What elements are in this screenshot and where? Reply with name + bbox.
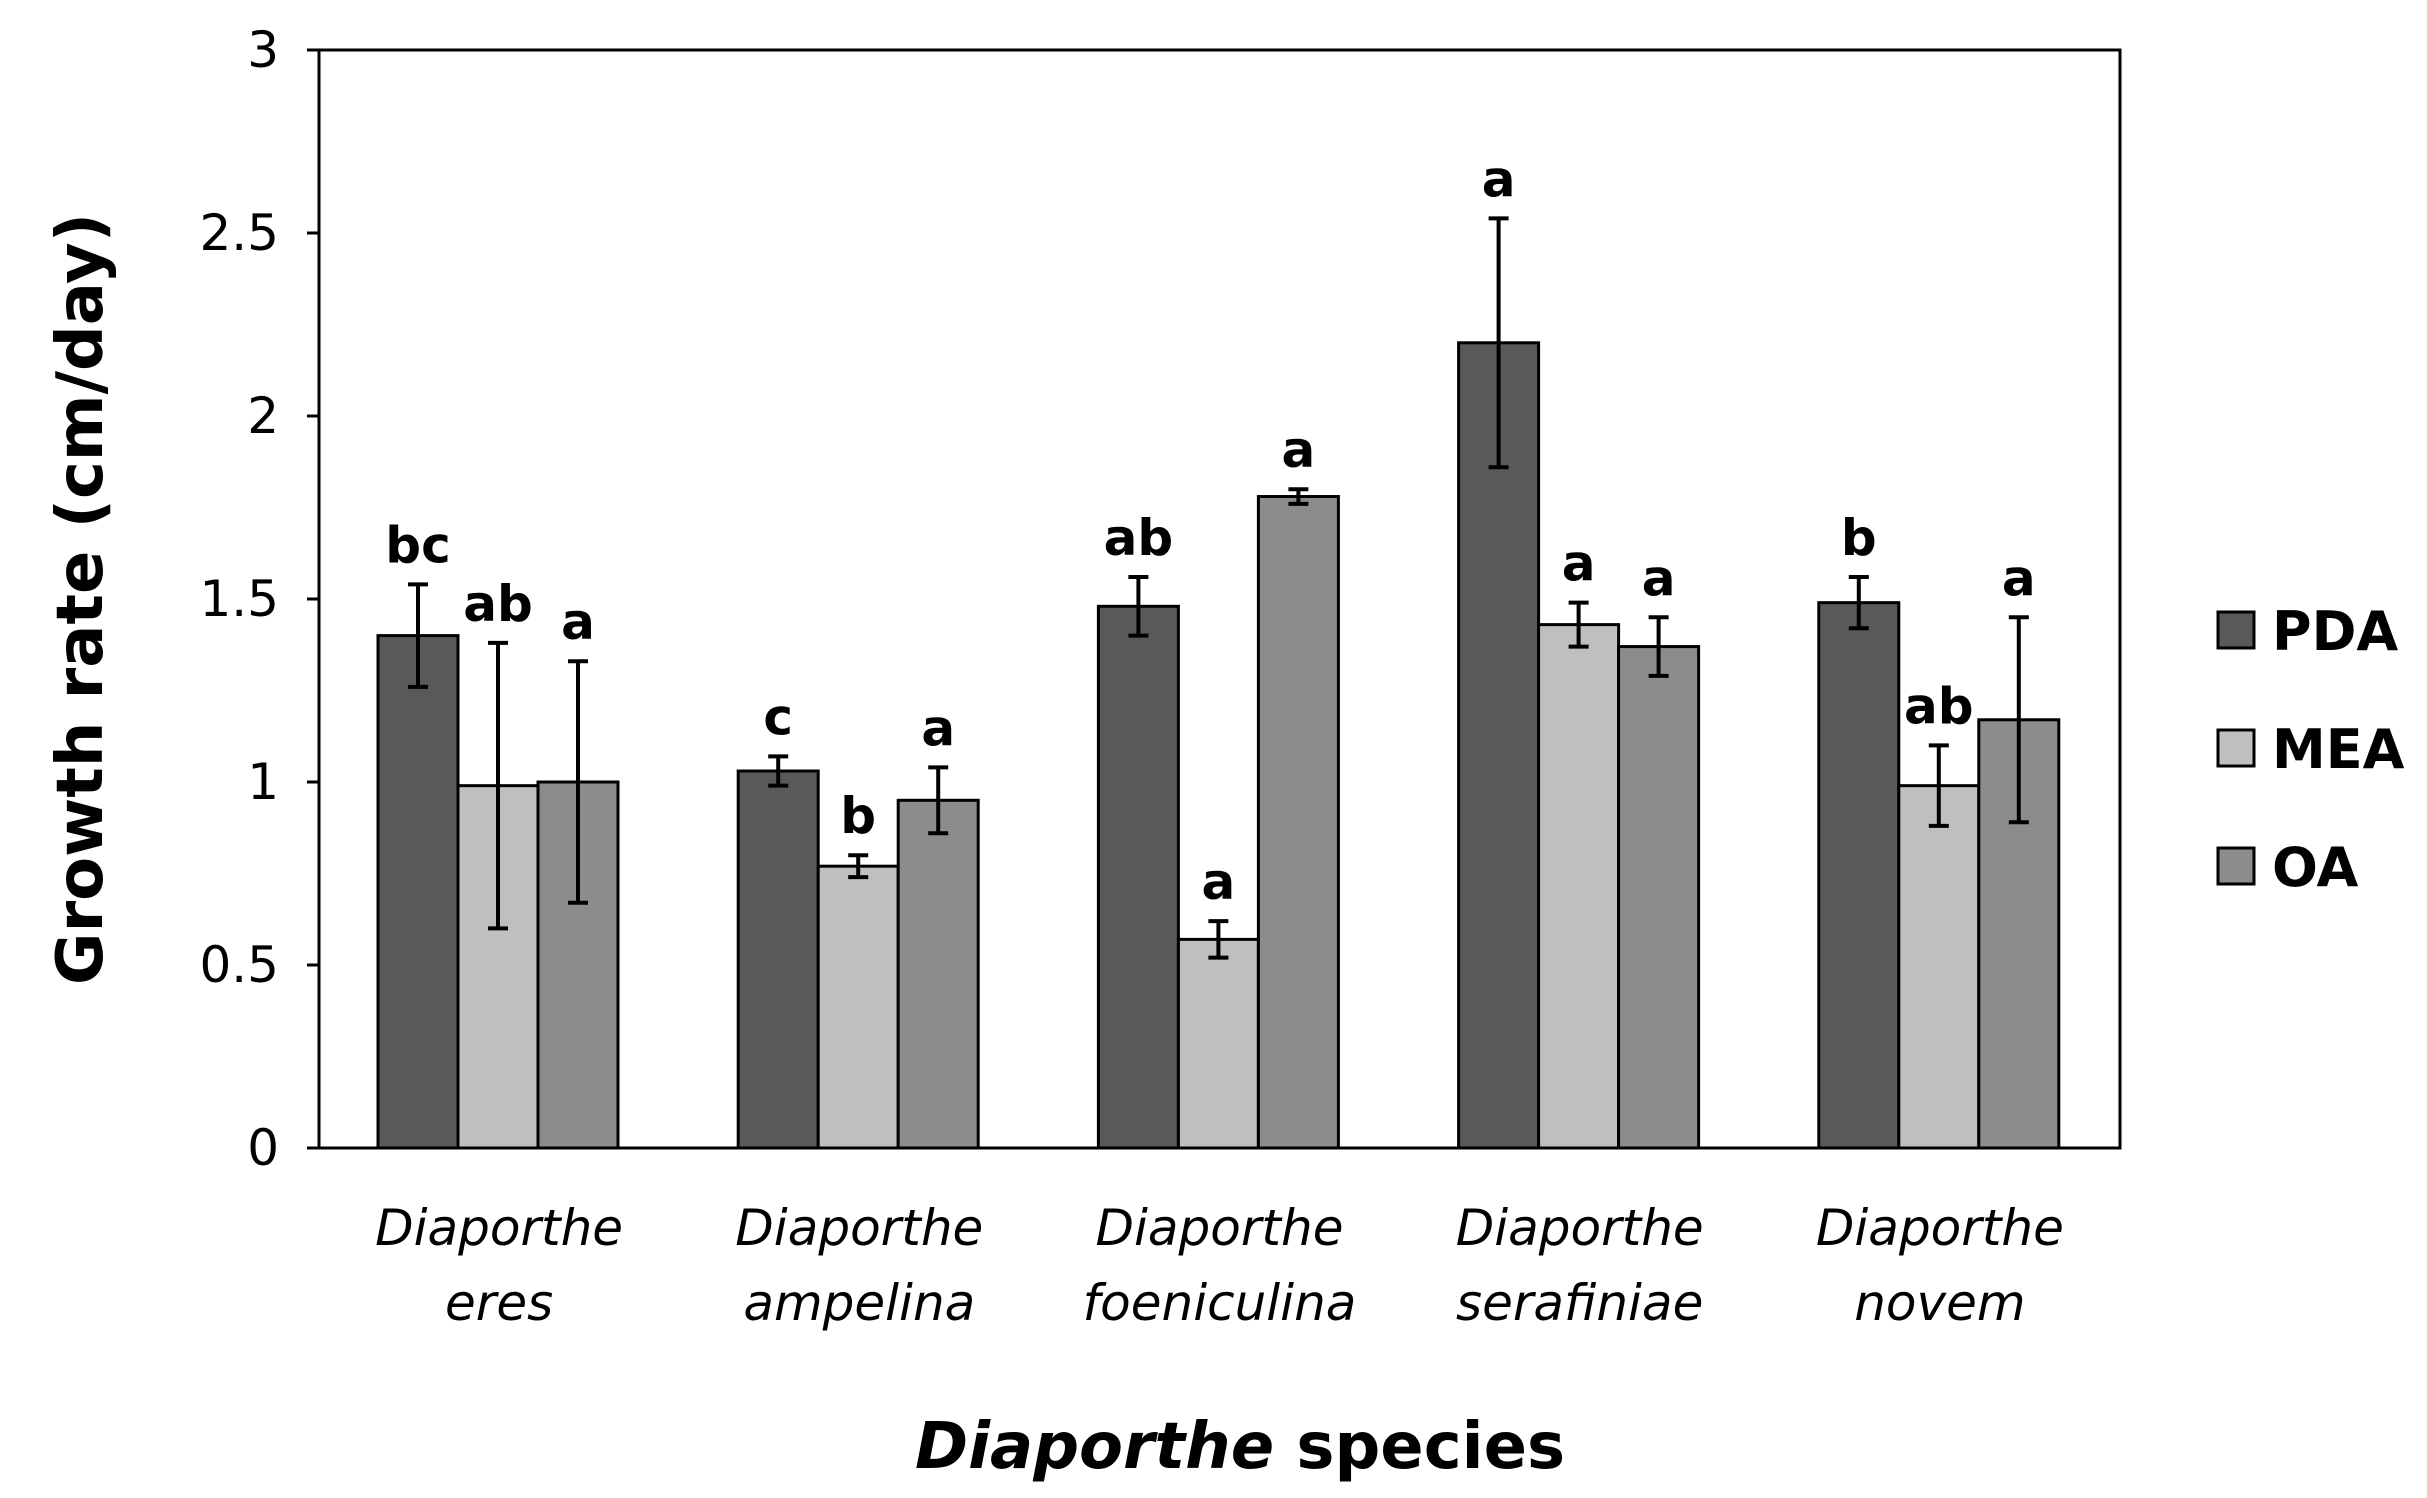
y-tick-label: 1	[247, 753, 279, 811]
significance-label: a	[1202, 853, 1236, 911]
x-category-label: Diaporthe serafiniae	[1456, 1199, 1704, 1332]
significance-label: a	[561, 593, 595, 651]
legend-swatch-mea	[2216, 728, 2256, 768]
significance-label: a	[1562, 535, 1596, 593]
significance-label: c	[763, 688, 793, 746]
legend-label-oa: OA	[2272, 836, 2358, 899]
legend-swatch-pda	[2216, 610, 2256, 650]
significance-label: b	[840, 787, 876, 845]
bar-mea-2	[1176, 937, 1260, 1150]
legend: PDA MEA OA	[2216, 600, 2405, 899]
y-tick-label: 0.5	[199, 936, 279, 994]
x-axis-title: Diaporthe species	[915, 1410, 1565, 1484]
legend-swatch-oa	[2216, 846, 2256, 886]
significance-label: a	[921, 699, 955, 757]
legend-label-pda: PDA	[2272, 600, 2398, 663]
x-category-label: Diaporthe ampelina	[735, 1199, 983, 1332]
bar-pda-1	[736, 769, 820, 1150]
significance-label: ab	[463, 575, 533, 633]
axes-layer: 0 0.5 1 1.5 2 2.5 3	[199, 21, 2122, 1177]
bar-pda-4	[1817, 601, 1901, 1150]
significance-label: a	[1642, 549, 1676, 607]
bars-layer	[376, 216, 2061, 1150]
y-axis-title: Growth rate (cm/day)	[44, 213, 118, 985]
significance-label: ab	[1904, 677, 1974, 735]
bar-oa-1	[896, 798, 980, 1150]
bar-pda-0	[376, 634, 460, 1150]
bar-mea-4	[1897, 784, 1981, 1150]
y-tick-label: 1.5	[199, 570, 279, 628]
bar-mea-1	[816, 864, 900, 1150]
bar-pda-2	[1096, 604, 1180, 1150]
x-category-label: Diaporthe novem	[1816, 1199, 2064, 1332]
y-tick-label: 2	[247, 387, 279, 445]
x-category-label: Diaporthe eres	[375, 1199, 623, 1332]
legend-label-mea: MEA	[2272, 718, 2405, 781]
significance-label: a	[1482, 150, 1516, 208]
y-tick-label: 3	[247, 21, 279, 79]
significance-label: a	[2002, 549, 2036, 607]
significance-label: bc	[385, 516, 450, 574]
significance-label: ab	[1104, 509, 1174, 567]
bar-oa-3	[1617, 645, 1701, 1150]
bar-mea-3	[1537, 623, 1621, 1150]
significance-label: b	[1841, 509, 1877, 567]
significance-label: a	[1282, 421, 1316, 479]
y-tick-label: 0	[247, 1119, 279, 1177]
x-category-label: Diaporthe foeniculina	[1083, 1199, 1357, 1332]
bar-oa-2	[1256, 495, 1340, 1150]
y-tick-label: 2.5	[199, 204, 279, 262]
